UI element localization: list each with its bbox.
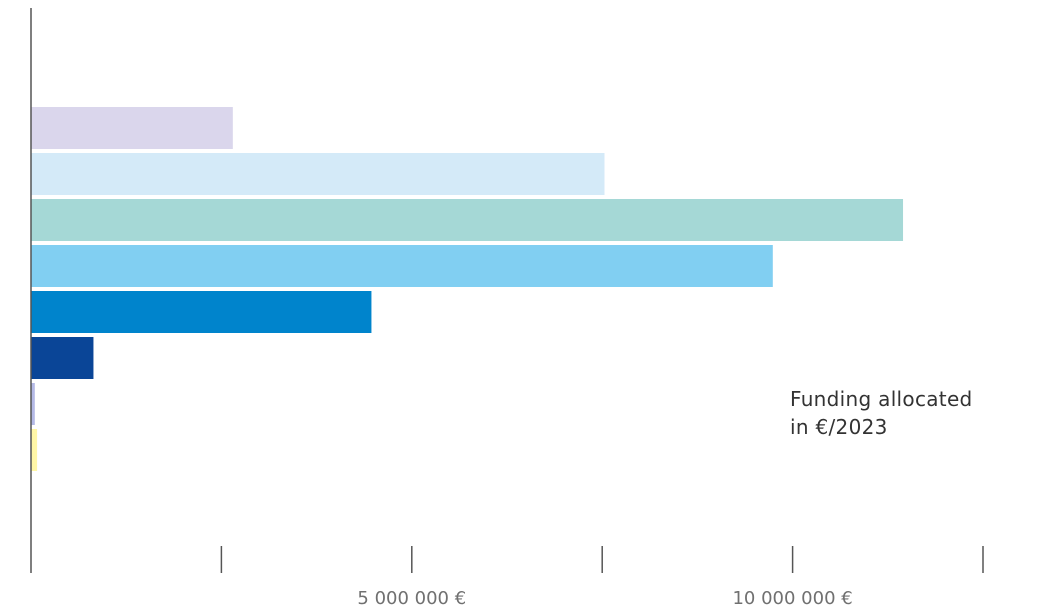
bar-8 [31, 429, 38, 471]
x-axis-tick-labels: 5 000 000 € 10 000 000 € [357, 588, 852, 609]
bar-7 [31, 383, 35, 425]
bar-5 [31, 291, 372, 333]
bar-6 [31, 337, 94, 379]
bar-4 [31, 245, 773, 287]
bar-1 [31, 107, 233, 149]
bars-group [31, 107, 904, 471]
x-tick-label: 5 000 000 € [357, 588, 466, 609]
x-tick-label: 10 000 000 € [732, 588, 852, 609]
annotation-line-1: Funding allocated [790, 387, 973, 411]
bar-2 [31, 153, 605, 195]
x-axis-ticks [220, 546, 984, 573]
chart-annotation: Funding allocated in €/2023 [790, 385, 1030, 441]
annotation-line-2: in €/2023 [790, 415, 888, 439]
bar-3 [31, 199, 904, 241]
